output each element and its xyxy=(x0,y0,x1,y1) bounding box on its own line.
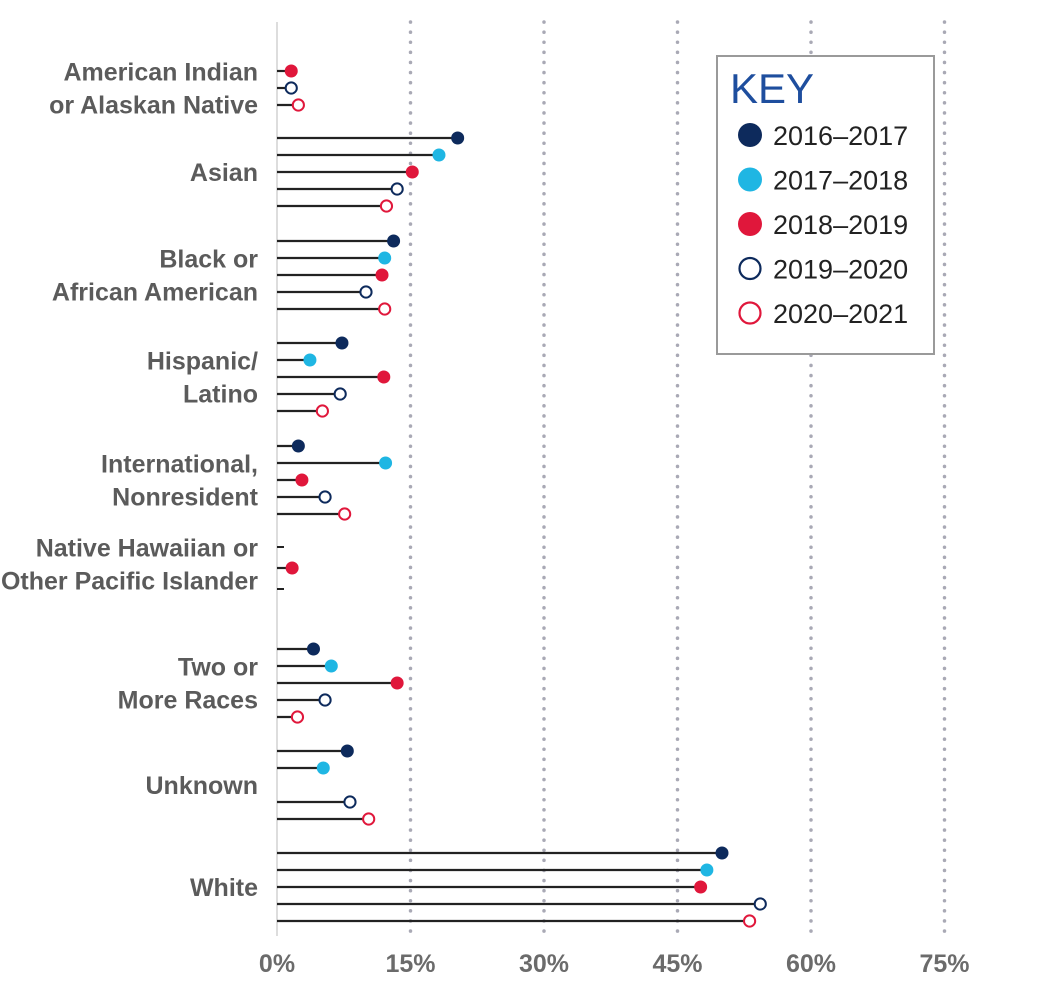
category-label: Black or xyxy=(159,246,258,274)
lollipop-point xyxy=(451,131,465,145)
lollipop-point xyxy=(405,165,419,179)
lollipop-point xyxy=(375,268,389,282)
lollipop-point xyxy=(378,251,392,265)
lollipop-point xyxy=(742,914,757,928)
lollipop-point xyxy=(359,285,373,299)
lollipop-point xyxy=(694,880,708,894)
lollipop-point xyxy=(284,81,298,95)
lollipop-point xyxy=(753,897,767,911)
x-tick-label: 45% xyxy=(652,950,702,978)
lollipop-point xyxy=(291,98,305,112)
legend-marker xyxy=(738,256,762,281)
lollipop-point xyxy=(378,302,392,316)
lollipop-point xyxy=(318,693,332,707)
legend-marker xyxy=(738,123,762,147)
legend-marker xyxy=(738,167,762,192)
lollipop-point xyxy=(335,336,349,350)
lollipop-point xyxy=(700,863,714,877)
x-tick-label: 60% xyxy=(786,950,836,978)
legend-label: 2017–2018 xyxy=(773,166,908,196)
lollipop-point xyxy=(379,456,393,470)
category-label: Latino xyxy=(183,381,258,409)
category-label: Other Pacific Islander xyxy=(1,568,258,596)
lollipop-point xyxy=(377,370,391,384)
category-label: Asian xyxy=(190,159,258,187)
lollipop-point xyxy=(303,353,317,367)
lollipop-point xyxy=(315,404,329,418)
lollipop-point xyxy=(390,182,404,196)
lollipop-point xyxy=(324,659,338,673)
lollipop-point xyxy=(387,234,401,248)
lollipop-point xyxy=(285,561,299,575)
legend-marker xyxy=(738,212,762,236)
category-label: White xyxy=(190,874,258,902)
lollipop-point xyxy=(290,710,305,724)
x-tick-label: 15% xyxy=(385,950,435,978)
lollipop-point xyxy=(715,846,729,860)
category-label: African American xyxy=(52,279,258,307)
category-label: More Races xyxy=(118,687,258,715)
category-label: Nonresident xyxy=(112,484,259,512)
legend-title: KEY xyxy=(730,65,814,112)
lollipop-point xyxy=(295,473,309,487)
category-label: Hispanic/ xyxy=(147,348,258,376)
lollipop-point xyxy=(291,439,305,453)
lollipop-point xyxy=(343,795,357,809)
category-label: International, xyxy=(101,451,258,479)
legend-label: 2018–2019 xyxy=(773,210,908,240)
lollipop-point xyxy=(362,812,376,826)
lollipop-point xyxy=(284,64,298,78)
lollipop-point xyxy=(390,676,404,690)
lollipop-point xyxy=(318,490,332,504)
lollipop-point xyxy=(379,199,394,213)
lollipop-point xyxy=(333,387,347,401)
legend-label: 2020–2021 xyxy=(773,299,908,329)
lollipop-point xyxy=(338,507,352,521)
category-label: Unknown xyxy=(146,772,259,800)
category-label: Two or xyxy=(178,654,258,682)
lollipop-point xyxy=(316,761,330,775)
x-tick-label: 30% xyxy=(519,950,569,978)
category-label: or Alaskan Native xyxy=(49,92,258,120)
lollipop-point xyxy=(432,148,446,162)
legend-label: 2019–2020 xyxy=(773,255,908,285)
lollipop-point xyxy=(340,744,354,758)
category-label: American Indian xyxy=(64,59,259,87)
legend-label: 2016–2017 xyxy=(773,121,908,151)
category-label: Native Hawaiian or xyxy=(36,535,259,563)
legend-marker xyxy=(738,301,762,325)
lollipop-point xyxy=(306,642,320,656)
x-tick-label: 75% xyxy=(919,950,969,978)
x-tick-label: 0% xyxy=(259,950,295,978)
